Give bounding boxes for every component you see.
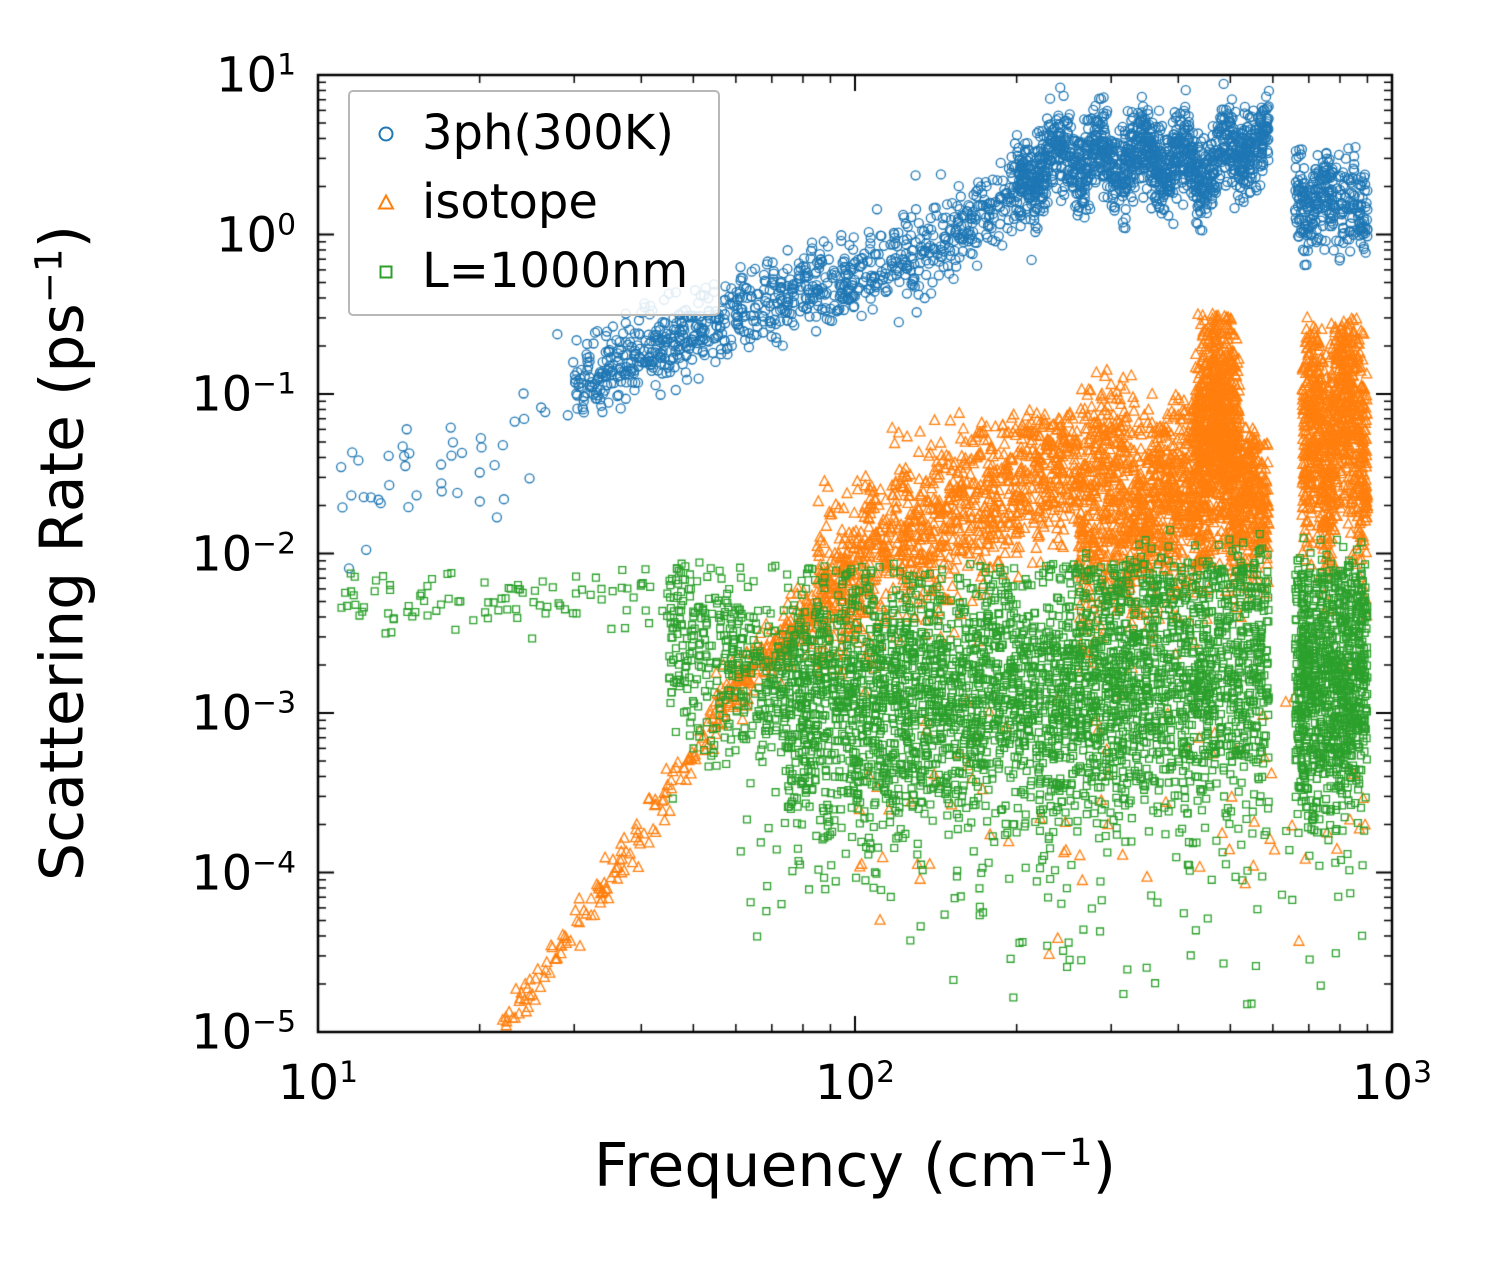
y-tick-label: 10−5 xyxy=(191,1004,296,1061)
y-axis-label: Scattering Rate (ps−1) xyxy=(26,225,98,881)
y-tick-label: 10−1 xyxy=(191,366,296,423)
legend-item-l1000nm: L=1000nm xyxy=(368,244,688,299)
y-tick-label: 100 xyxy=(215,207,296,263)
triangle-marker-icon xyxy=(377,193,395,210)
legend-item-3ph300k: 3ph(300K) xyxy=(368,105,688,161)
legend-label-isotope: isotope xyxy=(422,174,598,231)
y-tick-label: 10−2 xyxy=(191,526,296,582)
y-tick-label: 10−4 xyxy=(191,845,296,901)
x-tick-label: 103 xyxy=(1351,1055,1433,1111)
legend-item-isotope: isotope xyxy=(368,174,688,231)
legend-label-l1000nm: L=1000nm xyxy=(422,243,689,300)
x-axis-label: Frequency (cm−1) xyxy=(593,1130,1117,1201)
y-tick-label: 10−3 xyxy=(191,685,296,742)
square-marker-icon xyxy=(379,265,393,279)
legend: 3ph(300K) isotope L=1000nm xyxy=(348,90,721,316)
y-tick-label: 101 xyxy=(215,47,296,104)
circle-marker-icon xyxy=(378,126,394,142)
x-tick-label: 101 xyxy=(277,1055,359,1111)
x-tick-label: 102 xyxy=(814,1055,896,1111)
legend-label-3ph300k: 3ph(300K) xyxy=(422,105,674,161)
